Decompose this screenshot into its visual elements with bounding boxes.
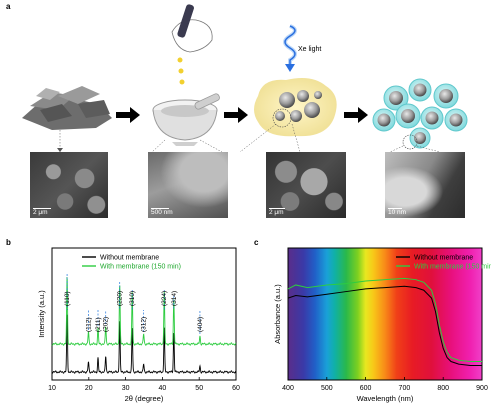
- peak-label: (202): [103, 317, 110, 332]
- x-tick-label: 30: [122, 385, 130, 392]
- crystal-cluster-icon: [22, 86, 112, 130]
- process-illustration: [22, 4, 468, 152]
- scale-bar: [33, 207, 51, 209]
- peak-label: (211): [95, 317, 102, 332]
- x-tick-label: 600: [360, 385, 372, 392]
- y-axis-label: Absorbance (a.u.): [273, 284, 282, 344]
- sem-image-2: 500 nm: [148, 152, 228, 218]
- peak-label: (314): [171, 291, 178, 306]
- panel-c-letter: c: [254, 238, 259, 247]
- y-axis-label: Intensity (a.u.): [37, 290, 46, 338]
- scale-bar: [388, 207, 402, 209]
- x-tick-label: 700: [399, 385, 411, 392]
- x-axis-label: Wavelength (nm): [357, 394, 414, 403]
- series-line-with-membrane: [51, 276, 237, 346]
- visible-spectrum-background: [288, 248, 482, 380]
- panel-a-letter: a: [6, 2, 11, 11]
- tem-image-4: 10 nm: [385, 152, 465, 218]
- series-line-without-membrane: [287, 285, 482, 366]
- xe-light-label: Xe light: [298, 46, 322, 53]
- plot-frame: [287, 247, 483, 381]
- x-tick-label: 40: [159, 385, 167, 392]
- x-tick-label: 50: [195, 385, 203, 392]
- peak-label: (112): [85, 317, 92, 332]
- peak-label: (224): [161, 291, 168, 306]
- plot-frame: [51, 247, 237, 381]
- legend-entry: Without membrane: [100, 255, 159, 262]
- hand-dropper-icon: [171, 4, 213, 85]
- x-tick-label: 10: [48, 385, 56, 392]
- scale-label: 500 nm: [151, 209, 173, 216]
- xe-light-icon: [283, 24, 297, 72]
- x-tick-label: 400: [282, 385, 294, 392]
- absorbance-chart: 400 500 600 700 800 900 Wavelength (nm) Absorba…: [273, 247, 491, 403]
- arrow-right-icon: [344, 107, 368, 123]
- sem-image-1: 2 μm: [30, 152, 108, 218]
- panel-b-letter: b: [6, 238, 11, 247]
- peak-label: (220): [117, 291, 124, 306]
- legend-entry: With membrane (150 min): [414, 264, 491, 271]
- peak-label: (110): [64, 291, 71, 306]
- legend-entry: With membrane (150 min): [100, 264, 181, 271]
- core-shell-particles-icon: [372, 78, 468, 150]
- x-tick-label: 20: [85, 385, 93, 392]
- peak-label: (310): [129, 291, 136, 306]
- legend-entry: Without membrane: [414, 255, 473, 262]
- series-line-with-membrane: [287, 277, 482, 363]
- pestle-icon: [194, 93, 220, 110]
- arrow-right-icon: [116, 107, 140, 123]
- sem-image-3: 2 μm: [266, 152, 346, 218]
- xrd-chart: (110) (112) (211) (202) (220) (310) (312) (224)…: [37, 247, 240, 403]
- scale-label: 2 μm: [269, 209, 284, 216]
- x-tick-label: 500: [321, 385, 333, 392]
- scale-bar: [269, 207, 285, 209]
- series-line-without-membrane: [51, 314, 237, 374]
- x-tick-label: 800: [437, 385, 449, 392]
- x-tick-label: 60: [232, 385, 240, 392]
- peak-label: (312): [141, 317, 148, 332]
- x-axis-label: 2θ (degree): [125, 394, 164, 403]
- irradiated-paste-icon: [254, 78, 337, 137]
- scale-bar: [151, 207, 169, 209]
- scale-label: 2 μm: [33, 209, 48, 216]
- mortar-icon: [152, 99, 218, 146]
- scale-label: 10 nm: [388, 209, 407, 216]
- arrow-right-icon: [224, 107, 248, 123]
- x-tick-label: 900: [476, 385, 488, 392]
- peak-label: (404): [197, 317, 204, 332]
